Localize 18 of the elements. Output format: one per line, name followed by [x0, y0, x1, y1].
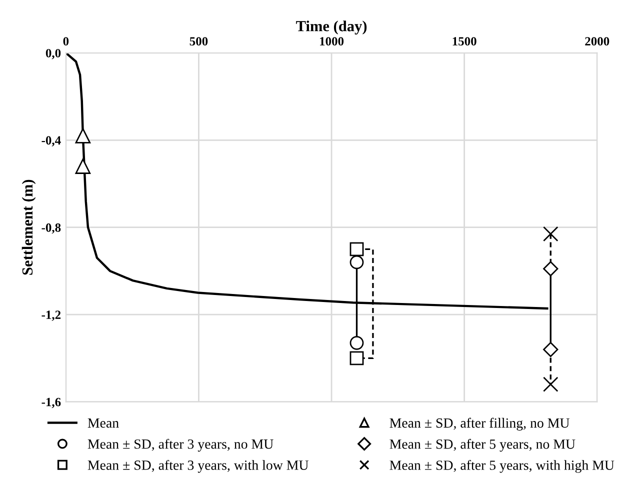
legend-label: Mean ± SD, after 5 years, with high MU — [390, 460, 614, 473]
x-tick-label: 0 — [63, 37, 69, 46]
legend-label: Mean ± SD, after filling, no MU — [390, 418, 570, 431]
x-tick-label: 500 — [190, 37, 208, 46]
y-tick-label: -0,8 — [42, 223, 61, 234]
x-tick-label: 1000 — [320, 37, 344, 46]
x-axis-title: Time (day) — [296, 20, 367, 34]
legend-label: Mean ± SD, after 3 years, with low MU — [88, 460, 308, 473]
legend-label: Mean ± SD, after 5 years, no MU — [390, 438, 576, 452]
y-axis-title: Settlement (m) — [22, 180, 36, 275]
legend-label: Mean ± SD, after 3 years, no MU — [88, 438, 274, 452]
y-tick-label: -0,4 — [42, 136, 61, 146]
y-tick-label: -1,2 — [42, 310, 61, 321]
legend-label: Mean — [88, 418, 119, 428]
y-tick-label: -1,6 — [42, 398, 61, 408]
x-tick-label: 1500 — [452, 37, 476, 46]
y-tick-label: 0,0 — [46, 48, 61, 60]
x-tick-label: 2000 — [585, 37, 610, 46]
